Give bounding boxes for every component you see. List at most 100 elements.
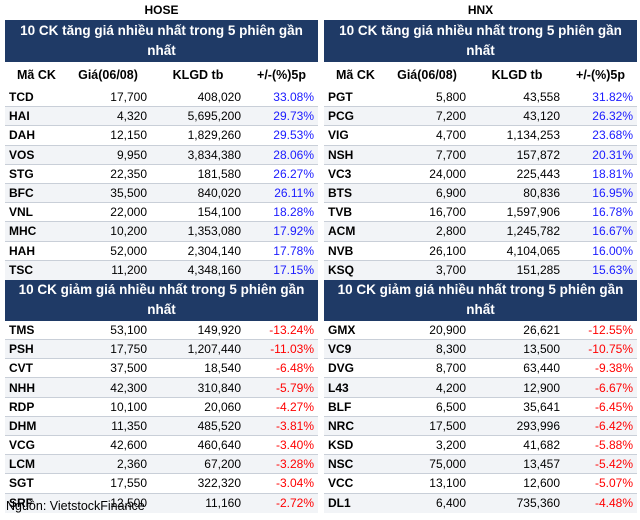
stock-code: MHC (9, 224, 37, 239)
table-row: NRC 17,500 293,996 -6.42% (324, 416, 637, 436)
change-cell: -9.38% (594, 361, 633, 376)
stock-code: DVG (328, 361, 355, 376)
table-row: HAI 4,320 5,695,200 29.73% (5, 107, 318, 127)
table-row: NHH 42,300 310,840 -5.79% (5, 378, 318, 398)
price-cell: 3,700 (435, 263, 466, 278)
volume-cell: 43,120 (523, 109, 560, 124)
price-cell: 3,200 (435, 438, 466, 453)
table-row: L43 4,200 12,900 -6.67% (324, 378, 637, 398)
stock-code: DAH (9, 128, 35, 143)
stock-code: PGT (328, 90, 353, 105)
price-cell: 20,900 (429, 322, 466, 337)
volume-cell: 485,520 (197, 418, 241, 433)
price-cell: 13,100 (429, 476, 466, 491)
price-cell: 22,000 (110, 205, 147, 220)
change-cell: 16.67% (592, 224, 633, 239)
stock-code: GMX (328, 322, 356, 337)
change-cell: 31.82% (592, 90, 633, 105)
table-row: DL1 6,400 735,360 -4.48% (324, 493, 637, 513)
change-cell: -2.72% (275, 496, 314, 511)
table-row: VC3 24,000 225,443 18.81% (324, 164, 637, 184)
table-row: TCD 17,700 408,020 33.08% (5, 88, 318, 108)
change-cell: 17.78% (273, 243, 314, 258)
stock-code: DHM (9, 418, 37, 433)
table-row: LCM 2,360 67,200 -3.28% (5, 455, 318, 475)
stock-code: CVT (9, 361, 33, 376)
change-cell: -11.03% (270, 342, 314, 357)
volume-cell: 1,134,253 (506, 128, 560, 143)
price-cell: 11,350 (111, 418, 147, 433)
price-cell: 8,300 (435, 342, 466, 357)
volume-cell: 154,100 (197, 205, 241, 220)
volume-cell: 5,695,200 (187, 109, 241, 124)
change-cell: 17.15% (273, 263, 314, 278)
price-cell: 53,100 (110, 322, 147, 337)
price-cell: 35,500 (110, 186, 147, 201)
change-cell: -3.28% (275, 457, 314, 472)
volume-cell: 12,900 (523, 380, 560, 395)
change-cell: 23.68% (592, 128, 633, 143)
price-cell: 24,000 (429, 166, 466, 181)
volume-cell: 735,360 (516, 496, 560, 511)
volume-cell: 35,641 (523, 399, 560, 414)
price-cell: 42,600 (110, 438, 147, 453)
table-row: VIG 4,700 1,134,253 23.68% (324, 126, 637, 146)
table-row: KSQ 3,700 151,285 15.63% (324, 260, 637, 280)
table-row: SGT 17,550 322,320 -3.04% (5, 474, 318, 494)
volume-cell: 1,597,906 (506, 205, 560, 220)
change-cell: -3.81% (275, 418, 314, 433)
price-cell: 12,500 (110, 496, 147, 511)
hose-panel: HOSE 10 CK tăng giá nhiều nhất trong 5 p… (5, 0, 318, 513)
table-row: DHM 11,350 485,520 -3.81% (5, 416, 318, 436)
change-cell: 20.31% (592, 147, 633, 162)
volume-cell: 408,020 (197, 90, 241, 105)
table-row: TMS 53,100 149,920 -13.24% (5, 320, 318, 341)
price-cell: 17,550 (110, 476, 147, 491)
stock-code: PCG (328, 109, 355, 124)
table-row: PCG 7,200 43,120 26.32% (324, 107, 637, 127)
price-cell: 16,700 (429, 205, 466, 220)
price-cell: 12,150 (110, 128, 147, 143)
stock-code: NSC (328, 457, 354, 472)
change-cell: -6.45% (594, 399, 633, 414)
table-row: VCC 13,100 12,600 -5.07% (324, 474, 637, 494)
table-row: KSD 3,200 41,682 -5.88% (324, 436, 637, 456)
stock-code: VNL (9, 205, 33, 220)
volume-cell: 20,060 (204, 399, 241, 414)
table-row: ACM 2,800 1,245,782 16.67% (324, 222, 637, 242)
table-row: VC9 8,300 13,500 -10.75% (324, 340, 637, 360)
volume-cell: 41,682 (523, 438, 560, 453)
volume-cell: 26,621 (523, 322, 560, 337)
volume-cell: 67,200 (204, 457, 241, 472)
stock-code: KSD (328, 438, 354, 453)
change-cell: 29.53% (273, 128, 314, 143)
price-cell: 2,800 (435, 224, 466, 239)
volume-cell: 460,640 (197, 438, 241, 453)
price-cell: 17,750 (110, 342, 147, 357)
change-cell: 26.11% (274, 186, 314, 201)
change-cell: 29.73% (273, 109, 314, 124)
change-cell: 18.28% (273, 205, 314, 220)
stock-code: TSC (9, 263, 33, 278)
volume-cell: 3,834,380 (187, 147, 241, 162)
stock-code: TVB (328, 205, 352, 220)
price-cell: 52,000 (110, 243, 147, 258)
volume-cell: 2,304,140 (187, 243, 241, 258)
price-cell: 37,500 (110, 361, 147, 376)
volume-cell: 181,580 (197, 166, 241, 181)
stock-code: TCD (9, 90, 34, 105)
change-cell: 33.08% (273, 90, 314, 105)
volume-cell: 310,840 (197, 380, 241, 395)
change-cell: -5.79% (275, 380, 314, 395)
change-cell: 16.00% (592, 243, 633, 258)
table-row: NVB 26,100 4,104,065 16.00% (324, 241, 637, 261)
hnx-panel: HNX 10 CK tăng giá nhiều nhất trong 5 ph… (324, 0, 637, 513)
change-cell: -3.40% (275, 438, 314, 453)
volume-cell: 840,020 (197, 186, 241, 201)
table-row: TSC 11,200 4,348,160 17.15% (5, 260, 318, 280)
change-cell: -5.42% (594, 457, 633, 472)
volume-cell: 4,104,065 (506, 243, 560, 258)
volume-cell: 13,457 (523, 457, 560, 472)
price-cell: 7,200 (435, 109, 466, 124)
table-row: BFC 35,500 840,020 26.11% (5, 183, 318, 204)
